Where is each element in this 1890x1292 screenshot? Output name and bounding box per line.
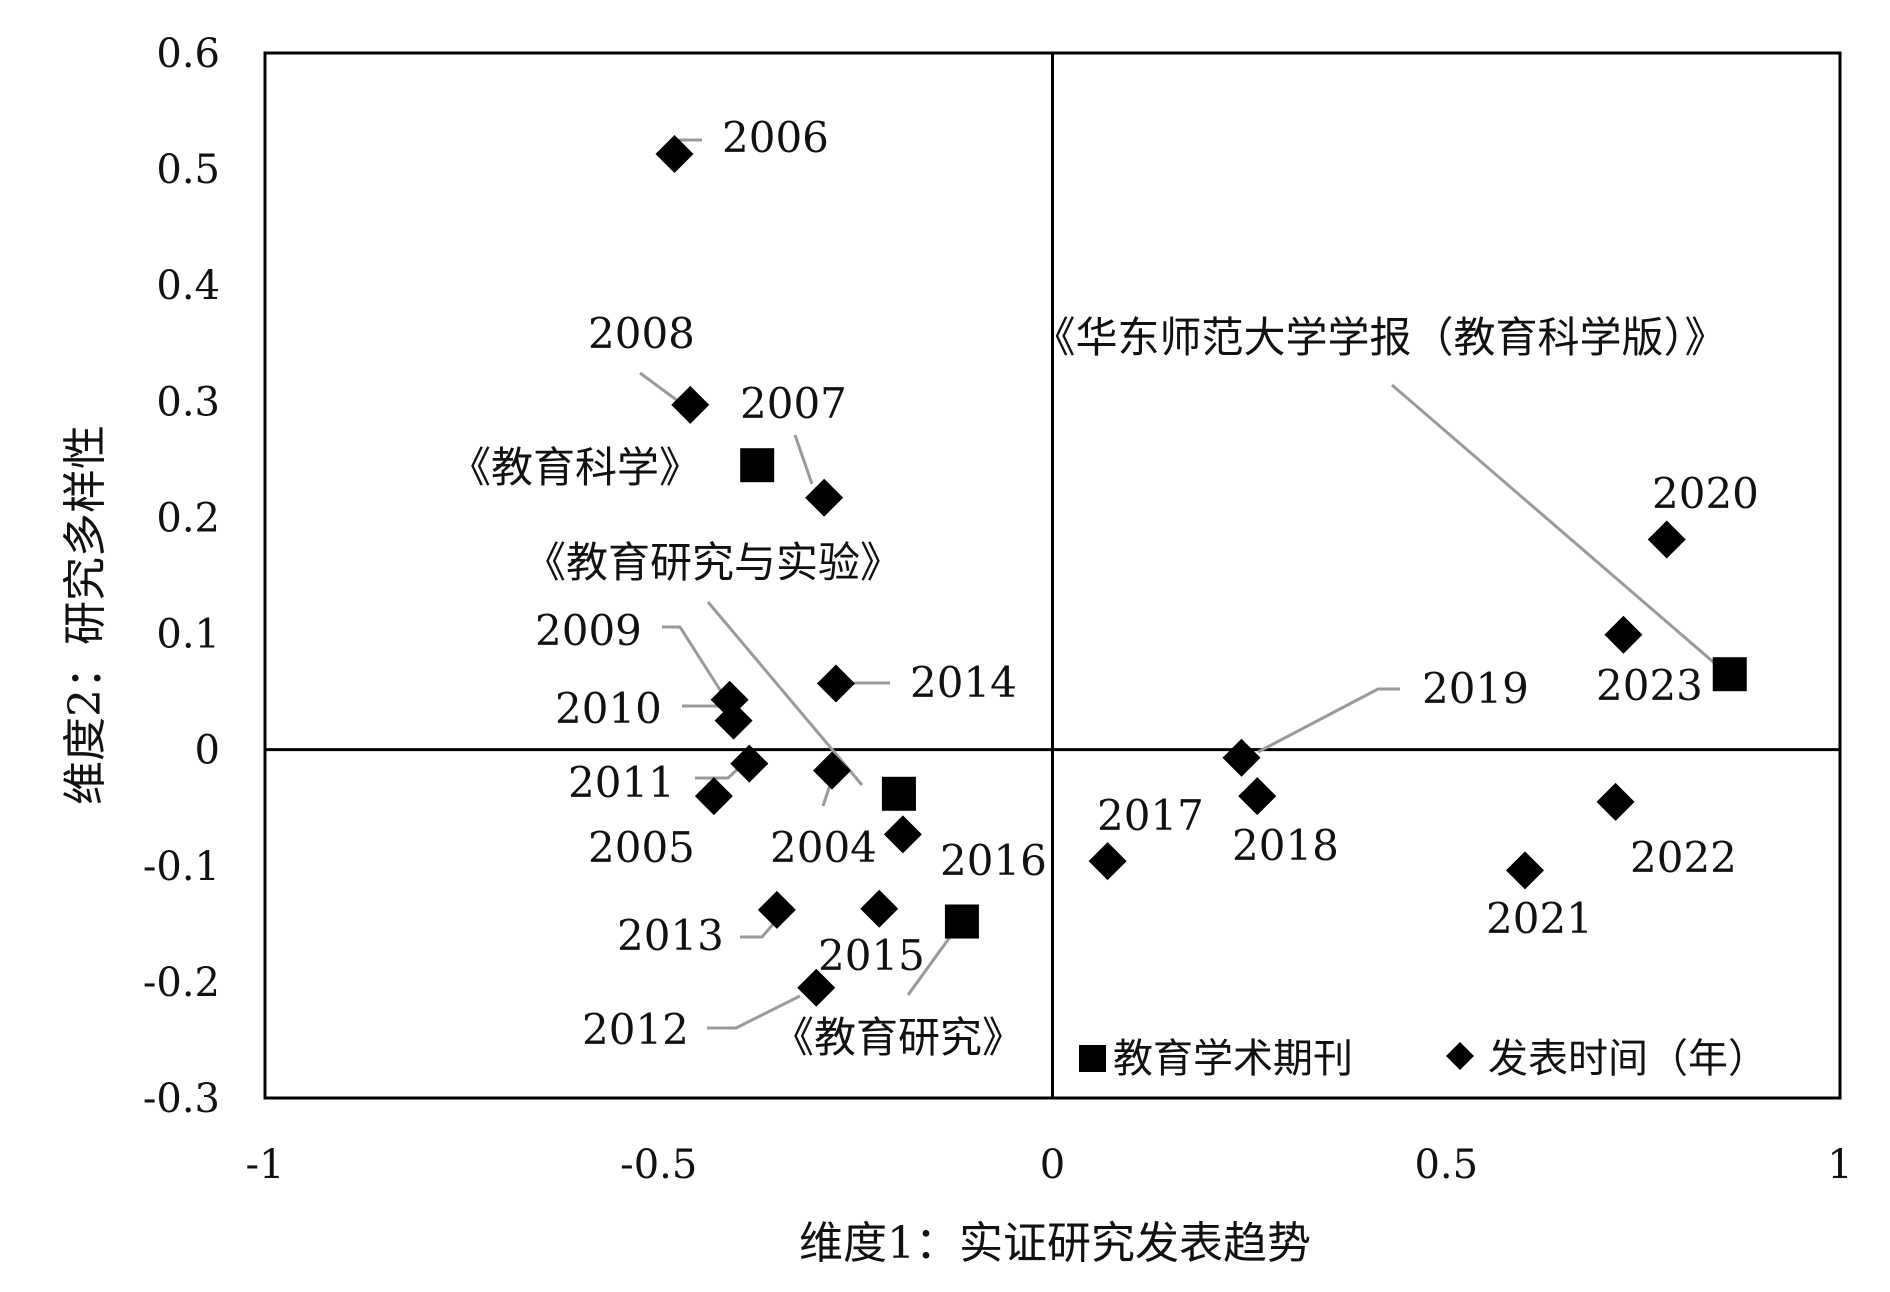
point-year-2007: [805, 478, 844, 517]
journal-label-华东师范大学学报教育科学版: 《华东师范大学学报（教育科学版）》: [1033, 313, 1726, 362]
year-label-2015: 2015: [818, 931, 925, 980]
year-label-2022: 2022: [1630, 833, 1737, 882]
year-label-2012: 2012: [582, 1005, 689, 1054]
y-tick-label: 0.5: [156, 147, 220, 193]
y-tick-label: -0.3: [143, 1076, 220, 1122]
legend: 教育学术期刊 发表时间（年）: [1079, 1036, 1768, 1082]
year-label-2004: 2004: [770, 823, 877, 872]
y-axis-title: 维度2：研究多样性: [60, 425, 111, 805]
point-year-2004: [813, 751, 851, 790]
year-label-2020: 2020: [1652, 469, 1759, 518]
year-label-2010: 2010: [555, 684, 662, 733]
x-axis-title: 维度1：实证研究发表趋势: [799, 1218, 1311, 1269]
year-label-2014: 2014: [910, 658, 1017, 707]
point-year-2016: [883, 815, 922, 854]
point-journal-教育研究与实验: [881, 776, 916, 811]
point-year-2011: [730, 744, 769, 783]
leader-line-2004: [821, 784, 832, 807]
point-year-2022: [1596, 782, 1635, 821]
leader-line-2008: [639, 371, 683, 406]
x-tick-label: -0.5: [620, 1142, 697, 1188]
leader-line-教育研究与实验: [706, 601, 864, 786]
point-year-2020: [1647, 520, 1686, 559]
journal-label-教育科学: 《教育科学》: [449, 443, 701, 492]
leader-line-华东师范大学学报教育科学版: [1391, 383, 1727, 675]
point-year-2012: [797, 968, 836, 1007]
point-year-2014: [816, 664, 855, 703]
x-tick-label: 0: [1040, 1142, 1065, 1188]
year-label-2018: 2018: [1232, 821, 1339, 870]
point-journal-教育科学: [740, 448, 775, 483]
year-label-2017: 2017: [1097, 791, 1204, 840]
leader-line-2007: [793, 434, 814, 485]
x-tick-label: -1: [246, 1142, 285, 1188]
journal-label-教育研究: 《教育研究》: [772, 1013, 1024, 1062]
point-year-2017: [1088, 842, 1127, 881]
y-tick-label: 0.6: [156, 31, 220, 77]
leader-line-2019: [1257, 687, 1400, 754]
point-journal-华东师范大学学报教育科学版: [1712, 657, 1747, 692]
y-tick-label: -0.2: [143, 960, 220, 1006]
point-year-2021: [1506, 851, 1544, 890]
leader-line-教育研究: [906, 936, 952, 996]
y-tick-label: 0: [195, 728, 220, 774]
x-tick-label: 1: [1827, 1142, 1852, 1188]
year-label-2021: 2021: [1486, 894, 1593, 943]
legend-journals-label: 教育学术期刊: [1113, 1036, 1353, 1082]
year-label-2008: 2008: [588, 309, 695, 358]
point-year-2006: [655, 135, 694, 174]
y-tick-label: 0.2: [156, 495, 220, 541]
point-year-2008: [671, 385, 710, 424]
year-label-2019: 2019: [1422, 664, 1529, 713]
leader-line-2012: [707, 994, 801, 1030]
legend-square-marker: [1079, 1045, 1106, 1072]
y-tick-label: 0.4: [156, 263, 220, 309]
x-tick-label: 0.5: [1414, 1142, 1478, 1188]
point-year-2019: [1222, 738, 1261, 777]
year-label-2013: 2013: [617, 911, 724, 960]
point-journal-教育研究: [944, 904, 979, 939]
point-year-2010: [714, 701, 753, 740]
y-tick-label: 0.1: [156, 612, 220, 658]
point-year-2023: [1604, 615, 1643, 654]
point-year-2013: [757, 890, 796, 929]
year-label-2005: 2005: [588, 823, 695, 872]
year-label-2006: 2006: [722, 113, 829, 162]
year-label-2009: 2009: [535, 606, 642, 655]
legend-years-label: 发表时间（年）: [1488, 1036, 1768, 1082]
journal-label-教育研究与实验: 《教育研究与实验》: [524, 538, 902, 587]
point-year-2005: [694, 777, 733, 816]
y-tick-label: 0.3: [156, 379, 220, 425]
point-year-2018: [1238, 777, 1277, 816]
leader-line-2013: [740, 921, 777, 939]
y-tick-label: -0.1: [143, 844, 220, 890]
point-year-2015: [860, 889, 899, 928]
year-label-2023: 2023: [1596, 661, 1703, 710]
legend-diamond-marker: [1446, 1042, 1474, 1070]
year-label-2011: 2011: [568, 758, 675, 807]
year-label-2007: 2007: [740, 379, 847, 428]
leader-line-2009: [662, 625, 724, 694]
year-label-2016: 2016: [940, 836, 1047, 885]
